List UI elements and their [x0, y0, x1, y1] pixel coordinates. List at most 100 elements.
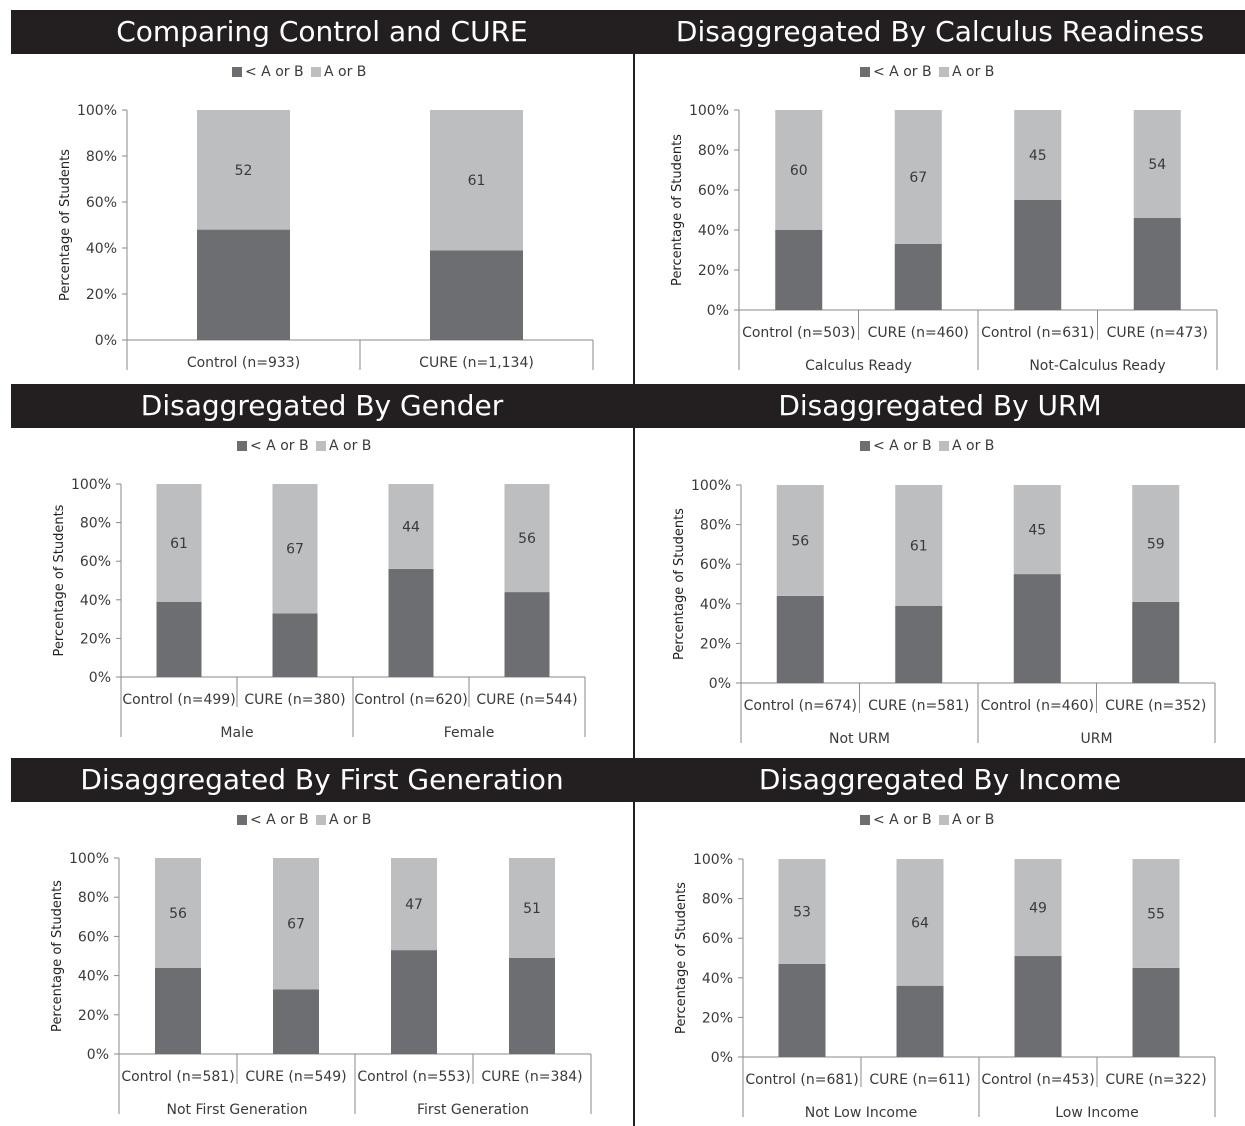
bar-chart: < A or B A or B Percentage of Students 0% 20…	[674, 812, 1216, 1121]
y-tick-label: 100%	[77, 103, 117, 119]
bar-segment-a-or-b	[504, 484, 550, 593]
y-axis-label: Percentage of Students	[52, 504, 67, 656]
x-tick-label: CURE (n=322)	[1105, 1072, 1206, 1088]
bar-segment-below-a-or-b	[197, 229, 290, 340]
bar-segment-a-or-b	[1014, 859, 1062, 957]
bar-segment-below-a-or-b	[388, 568, 434, 677]
data-label: 52	[235, 163, 253, 179]
bar-segment-a-or-b	[895, 485, 943, 606]
x-tick-label: Control (n=581)	[121, 1069, 234, 1085]
data-label: 64	[911, 915, 929, 931]
bar-segment-a-or-b	[155, 858, 201, 968]
x-tick-label: Control (n=620)	[354, 692, 467, 708]
y-tick-label: 40%	[700, 597, 731, 613]
bar-segment-below-a-or-b	[1014, 200, 1062, 310]
y-tick-label: 0%	[95, 333, 117, 349]
x-tick-label: CURE (n=549)	[245, 1069, 346, 1085]
chart-panel-income: Disaggregated By Income < A or B A or B Pe…	[635, 758, 1245, 1126]
chart-title: Disaggregated By URM	[635, 384, 1245, 428]
data-label: 47	[405, 897, 423, 913]
y-tick-label: 80%	[78, 890, 109, 906]
data-label: 56	[791, 533, 809, 549]
y-tick-label: 20%	[80, 631, 111, 647]
x-tick-label: Control (n=453)	[981, 1072, 1094, 1088]
data-label: 59	[1147, 536, 1165, 552]
x-tick-label: Control (n=553)	[357, 1069, 470, 1085]
bar-segment-below-a-or-b	[1133, 218, 1181, 310]
x-tick-label: CURE (n=1,134)	[419, 355, 534, 371]
y-tick-label: 20%	[698, 263, 729, 279]
bar-segment-below-a-or-b	[156, 601, 202, 677]
y-tick-label: 20%	[702, 1010, 733, 1026]
bar-segment-a-or-b	[509, 858, 555, 958]
y-tick-label: 20%	[78, 1008, 109, 1024]
bar-segment-a-or-b	[388, 484, 434, 569]
group-label: Low Income	[1055, 1105, 1139, 1121]
legend-label-a-or-b: A or B	[324, 64, 366, 80]
chart-title: Comparing Control and CURE	[11, 10, 633, 54]
bar-segment-a-or-b	[776, 485, 824, 596]
x-tick-label: Control (n=631)	[981, 325, 1094, 341]
bar-segment-below-a-or-b	[272, 613, 318, 677]
bar-segment-a-or-b	[775, 110, 823, 230]
bar-segment-a-or-b	[778, 859, 826, 964]
legend-swatch-a-or-b	[316, 441, 326, 451]
x-tick-label: CURE (n=352)	[1105, 698, 1206, 714]
y-tick-label: 40%	[78, 969, 109, 985]
y-axis-label: Percentage of Students	[672, 508, 687, 660]
bar-segment-below-a-or-b	[155, 967, 201, 1054]
bar-segment-a-or-b	[1132, 859, 1180, 968]
data-label: 49	[1029, 901, 1047, 917]
x-tick-label: Control (n=674)	[744, 698, 857, 714]
bar-segment-below-a-or-b	[895, 605, 943, 683]
y-tick-label: 80%	[86, 149, 117, 165]
y-tick-label: 0%	[707, 303, 729, 319]
bar-segment-below-a-or-b	[778, 963, 826, 1057]
y-tick-label: 60%	[700, 557, 731, 573]
data-label: 67	[287, 917, 305, 933]
data-label: 51	[523, 901, 541, 917]
data-label: 45	[1028, 523, 1046, 539]
y-tick-label: 80%	[698, 143, 729, 159]
x-tick-label: Control (n=499)	[122, 692, 235, 708]
data-label: 56	[169, 906, 187, 922]
data-label: 44	[402, 519, 420, 535]
bar-segment-a-or-b	[430, 110, 523, 251]
bar-segment-a-or-b	[896, 859, 944, 986]
bar-segment-a-or-b	[273, 858, 319, 990]
group-label: Not URM	[829, 731, 890, 747]
group-label: Male	[220, 725, 253, 741]
y-tick-label: 40%	[80, 593, 111, 609]
bar-segment-a-or-b	[894, 110, 942, 244]
group-label: Female	[444, 725, 495, 741]
y-tick-label: 40%	[698, 223, 729, 239]
y-tick-label: 20%	[700, 636, 731, 652]
y-tick-label: 40%	[702, 971, 733, 987]
legend-swatch-below-a-or-b	[232, 67, 242, 77]
bar-chart: < A or B A or B Percentage of Students 0% 20…	[58, 64, 594, 371]
x-tick-label: CURE (n=384)	[481, 1069, 582, 1085]
y-tick-label: 0%	[87, 1047, 109, 1063]
legend-label-a-or-b: A or B	[952, 438, 994, 454]
chart-title: Disaggregated By Income	[635, 758, 1245, 802]
y-tick-label: 0%	[89, 670, 111, 686]
y-tick-label: 0%	[711, 1050, 733, 1066]
bar-segment-a-or-b	[391, 858, 437, 951]
y-tick-label: 60%	[86, 195, 117, 211]
legend-label-a-or-b: A or B	[329, 812, 371, 828]
x-tick-label: CURE (n=473)	[1107, 325, 1208, 341]
bar-segment-below-a-or-b	[894, 244, 942, 310]
legend-label-below-a-or-b: < A or B	[250, 812, 309, 828]
legend-swatch-below-a-or-b	[860, 67, 870, 77]
chart-panel-first-generation: Disaggregated By First Generation < A or…	[11, 758, 633, 1126]
y-axis-label: Percentage of Students	[670, 134, 685, 286]
data-label: 54	[1148, 157, 1166, 173]
bar-segment-a-or-b	[1013, 485, 1061, 575]
legend-swatch-below-a-or-b	[237, 815, 247, 825]
group-label: Calculus Ready	[805, 358, 912, 374]
legend-label-a-or-b: A or B	[952, 812, 994, 828]
chart-panel-gender: Disaggregated By Gender < A or B A or B Pe…	[11, 384, 633, 758]
legend-swatch-a-or-b	[316, 815, 326, 825]
bar-segment-a-or-b	[1014, 110, 1062, 200]
bar-segment-below-a-or-b	[430, 250, 523, 340]
